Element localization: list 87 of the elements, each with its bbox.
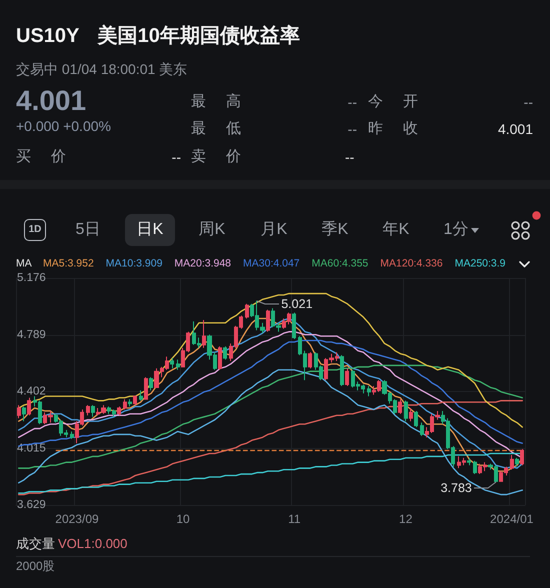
text: -- [348,120,357,138]
text: 今 开 [368,93,418,111]
candlestick [223,346,227,360]
candlestick [202,319,206,348]
candlestick [473,460,477,475]
candlestick [404,400,408,422]
candlestick [292,312,296,340]
candlestick [17,404,21,419]
text: 最 高 [191,93,241,111]
candlestick [128,398,132,408]
y-tick-label: 3.629 [17,499,46,511]
text: MA250:3.9 [454,258,506,270]
line-series [18,364,523,469]
line-series [18,331,523,459]
text: MA5:3.952 [43,258,94,270]
text: 1分 [444,220,468,240]
text: MA10:3.909 [106,258,163,270]
candlestick [398,398,402,414]
x-tick-label: 2024/01 [490,512,534,526]
text: 2000股 [16,558,55,574]
text: 4.001 [498,120,533,138]
candlestick [91,404,95,418]
candlestick [139,390,143,402]
text: 昨 收 [368,120,418,138]
text: MA60:4.355 [312,258,368,270]
candlestick [22,406,26,422]
candlestick [420,422,424,436]
candlestick [414,410,418,428]
text: 最 低 [191,120,241,138]
text: -- [172,148,181,166]
text: 周K [198,220,226,240]
text: 月K [260,220,288,240]
candlestick [308,352,312,369]
text: MA20:3.948 [174,258,232,270]
x-tick-label: 10 [176,512,190,526]
text: 成交量 [16,536,55,552]
candlestick [27,397,31,416]
day-button: 1D [24,219,46,241]
y-tick-label: 4.789 [17,328,46,341]
x-tick-label: 11 [288,512,301,526]
chart-subtitle: 交易中 01/04 18:00:01 美东 [16,60,188,78]
text: 买 价 [16,148,66,166]
legend-title: MA [16,258,32,270]
candlestick [510,454,514,470]
candlestick [218,346,222,370]
candlestick [123,398,127,410]
candlestick [70,430,74,440]
text: 卖 价 [191,148,241,166]
text: -- [348,94,357,110]
line-series [18,292,523,428]
y-tick-label: 4.402 [17,386,46,398]
candlestick [367,385,371,397]
candlestick [144,376,148,400]
candlestick [176,359,180,370]
candlestick [409,408,413,422]
chart-title: US10Y 美国10年期国债收益率 [16,24,300,49]
candlestick [520,448,524,466]
text: -- [524,94,533,110]
line-series [18,369,523,496]
candlestick [467,457,471,466]
text: 日K [136,220,164,240]
candlestick [133,396,137,406]
text: 4.001 [16,84,86,118]
line-series [18,400,523,496]
text: 季K [322,220,348,240]
annotation: 3.783 [440,480,472,496]
candlestick [340,354,344,386]
candlestick [266,309,270,332]
text: 年K [382,220,410,240]
text: -- [345,148,354,166]
x-tick-label: 2023/09 [55,512,99,526]
text: 5日 [76,220,100,240]
candlestick [117,406,121,416]
candlestick [245,303,249,319]
annotation: 5.021 [281,297,313,312]
text: MA30:4.047 [243,258,300,270]
candlestick [345,368,349,386]
candlestick [86,404,90,416]
x-tick-label: 12 [399,512,413,526]
y-tick-label: 5.176 [17,272,46,284]
candlestick [149,376,153,391]
candlestick [170,358,174,369]
text: +0.000 +0.00% [16,118,111,134]
text: VOL1:0.000 [58,536,128,552]
candlestick [515,457,519,468]
line-series [18,452,523,494]
text: MA120:4.336 [380,258,443,270]
